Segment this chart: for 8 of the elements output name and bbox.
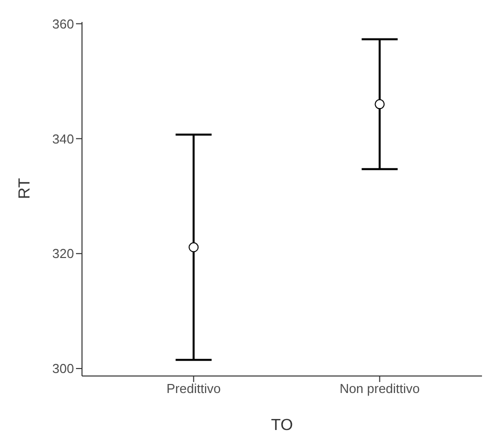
y-tick-label: 300 bbox=[52, 361, 74, 376]
y-tick-label: 320 bbox=[52, 246, 74, 262]
x-tick-label: Non predittivo bbox=[340, 381, 420, 396]
y-axis-title: RT bbox=[16, 178, 34, 199]
y-tick-label: 340 bbox=[52, 131, 74, 146]
x-axis-title: TO bbox=[271, 417, 293, 434]
x-tick-label: Predittivo bbox=[166, 381, 221, 396]
y-tick-label: 360 bbox=[52, 16, 74, 32]
